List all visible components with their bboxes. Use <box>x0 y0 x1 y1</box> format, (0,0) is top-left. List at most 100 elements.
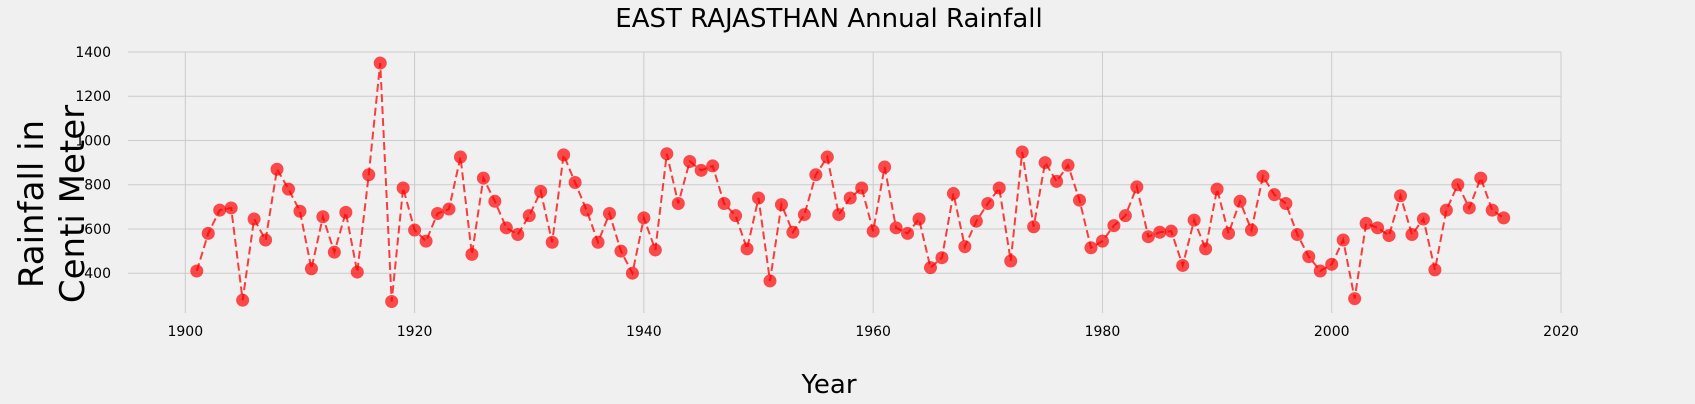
x-axis-label: Year <box>800 370 856 400</box>
data-point <box>213 203 227 217</box>
y-axis-label-line-1: Rainfall in <box>12 120 52 288</box>
data-point <box>270 162 284 176</box>
data-point <box>1439 203 1453 217</box>
data-point <box>614 244 628 258</box>
data-point <box>247 212 261 226</box>
data-point <box>1141 230 1155 244</box>
data-point <box>488 194 502 208</box>
data-point <box>1279 197 1293 211</box>
data-point <box>878 160 892 174</box>
data-point <box>1416 212 1430 226</box>
x-tick-label: 1960 <box>855 324 891 340</box>
data-point <box>1371 221 1385 235</box>
data-point <box>190 264 204 278</box>
y-tick-label: 1000 <box>75 133 111 149</box>
data-point <box>1497 211 1511 225</box>
data-point <box>1038 156 1052 170</box>
data-point <box>201 226 215 240</box>
data-point <box>224 201 238 215</box>
x-tick-label: 2000 <box>1314 324 1350 340</box>
data-point <box>442 202 456 216</box>
data-point <box>820 150 834 164</box>
data-point <box>969 214 983 228</box>
data-point <box>901 226 915 240</box>
data-point <box>568 176 582 189</box>
data-point <box>1118 209 1132 223</box>
data-point <box>1405 227 1419 241</box>
data-point <box>923 261 937 275</box>
data-point <box>1256 169 1270 183</box>
data-point <box>1164 224 1178 238</box>
x-tick-label: 1940 <box>626 324 662 340</box>
y-tick-label: 600 <box>84 222 111 238</box>
data-point <box>1336 233 1350 247</box>
data-point <box>534 184 548 198</box>
data-point <box>752 191 766 205</box>
data-point <box>580 203 594 217</box>
data-point <box>1073 193 1087 207</box>
data-point <box>992 181 1006 195</box>
data-point <box>339 205 353 219</box>
data-point <box>1153 225 1167 239</box>
data-point <box>316 210 330 224</box>
data-point <box>1485 203 1499 217</box>
data-point <box>774 198 788 212</box>
y-axis-label-line-2: Centi Meter <box>53 105 93 303</box>
data-point <box>327 245 341 259</box>
data-point <box>419 234 433 248</box>
data-point <box>465 247 479 261</box>
data-point <box>809 168 823 182</box>
data-point <box>1474 171 1488 185</box>
x-tick-label: 1920 <box>397 324 433 340</box>
data-point <box>431 206 445 220</box>
data-point <box>522 209 536 223</box>
y-tick-label: 800 <box>84 178 111 194</box>
data-point <box>293 204 307 218</box>
y-tick-label: 400 <box>84 266 111 282</box>
data-point <box>1187 213 1201 227</box>
data-point <box>1462 201 1476 215</box>
data-point <box>591 235 605 249</box>
data-point <box>912 212 926 226</box>
data-point <box>1199 242 1213 256</box>
data-point <box>729 209 743 223</box>
data-point <box>1050 174 1064 188</box>
data-point <box>350 265 364 279</box>
data-point <box>1222 226 1236 240</box>
data-point <box>1015 145 1029 159</box>
data-point <box>373 56 387 70</box>
data-point <box>763 274 777 288</box>
data-point <box>717 197 731 211</box>
data-point <box>1267 188 1281 202</box>
data-point <box>476 171 490 185</box>
data-point <box>1176 258 1190 272</box>
data-point <box>683 154 697 168</box>
data-point <box>602 206 616 220</box>
data-point <box>1348 292 1362 306</box>
data-point <box>1244 223 1258 237</box>
data-point <box>1130 180 1144 194</box>
data-point <box>786 225 800 239</box>
data-point <box>946 187 960 201</box>
data-point <box>396 181 410 195</box>
data-point <box>889 221 903 235</box>
data-point <box>362 168 376 182</box>
data-point <box>511 227 525 241</box>
data-point <box>1302 250 1316 264</box>
data-point <box>740 242 754 256</box>
data-point <box>304 262 318 276</box>
grid-layer <box>128 51 1562 313</box>
data-point <box>671 197 685 211</box>
x-tick-label: 1900 <box>167 324 203 340</box>
data-point <box>1325 257 1339 271</box>
data-points-layer <box>190 56 1511 308</box>
data-point <box>935 251 949 265</box>
data-point <box>1359 216 1373 230</box>
data-point <box>282 182 295 196</box>
data-point <box>499 221 513 235</box>
data-point <box>1210 182 1224 196</box>
data-point <box>625 266 639 280</box>
chart-title: EAST RAJASTHAN Annual Rainfall <box>615 4 1042 34</box>
